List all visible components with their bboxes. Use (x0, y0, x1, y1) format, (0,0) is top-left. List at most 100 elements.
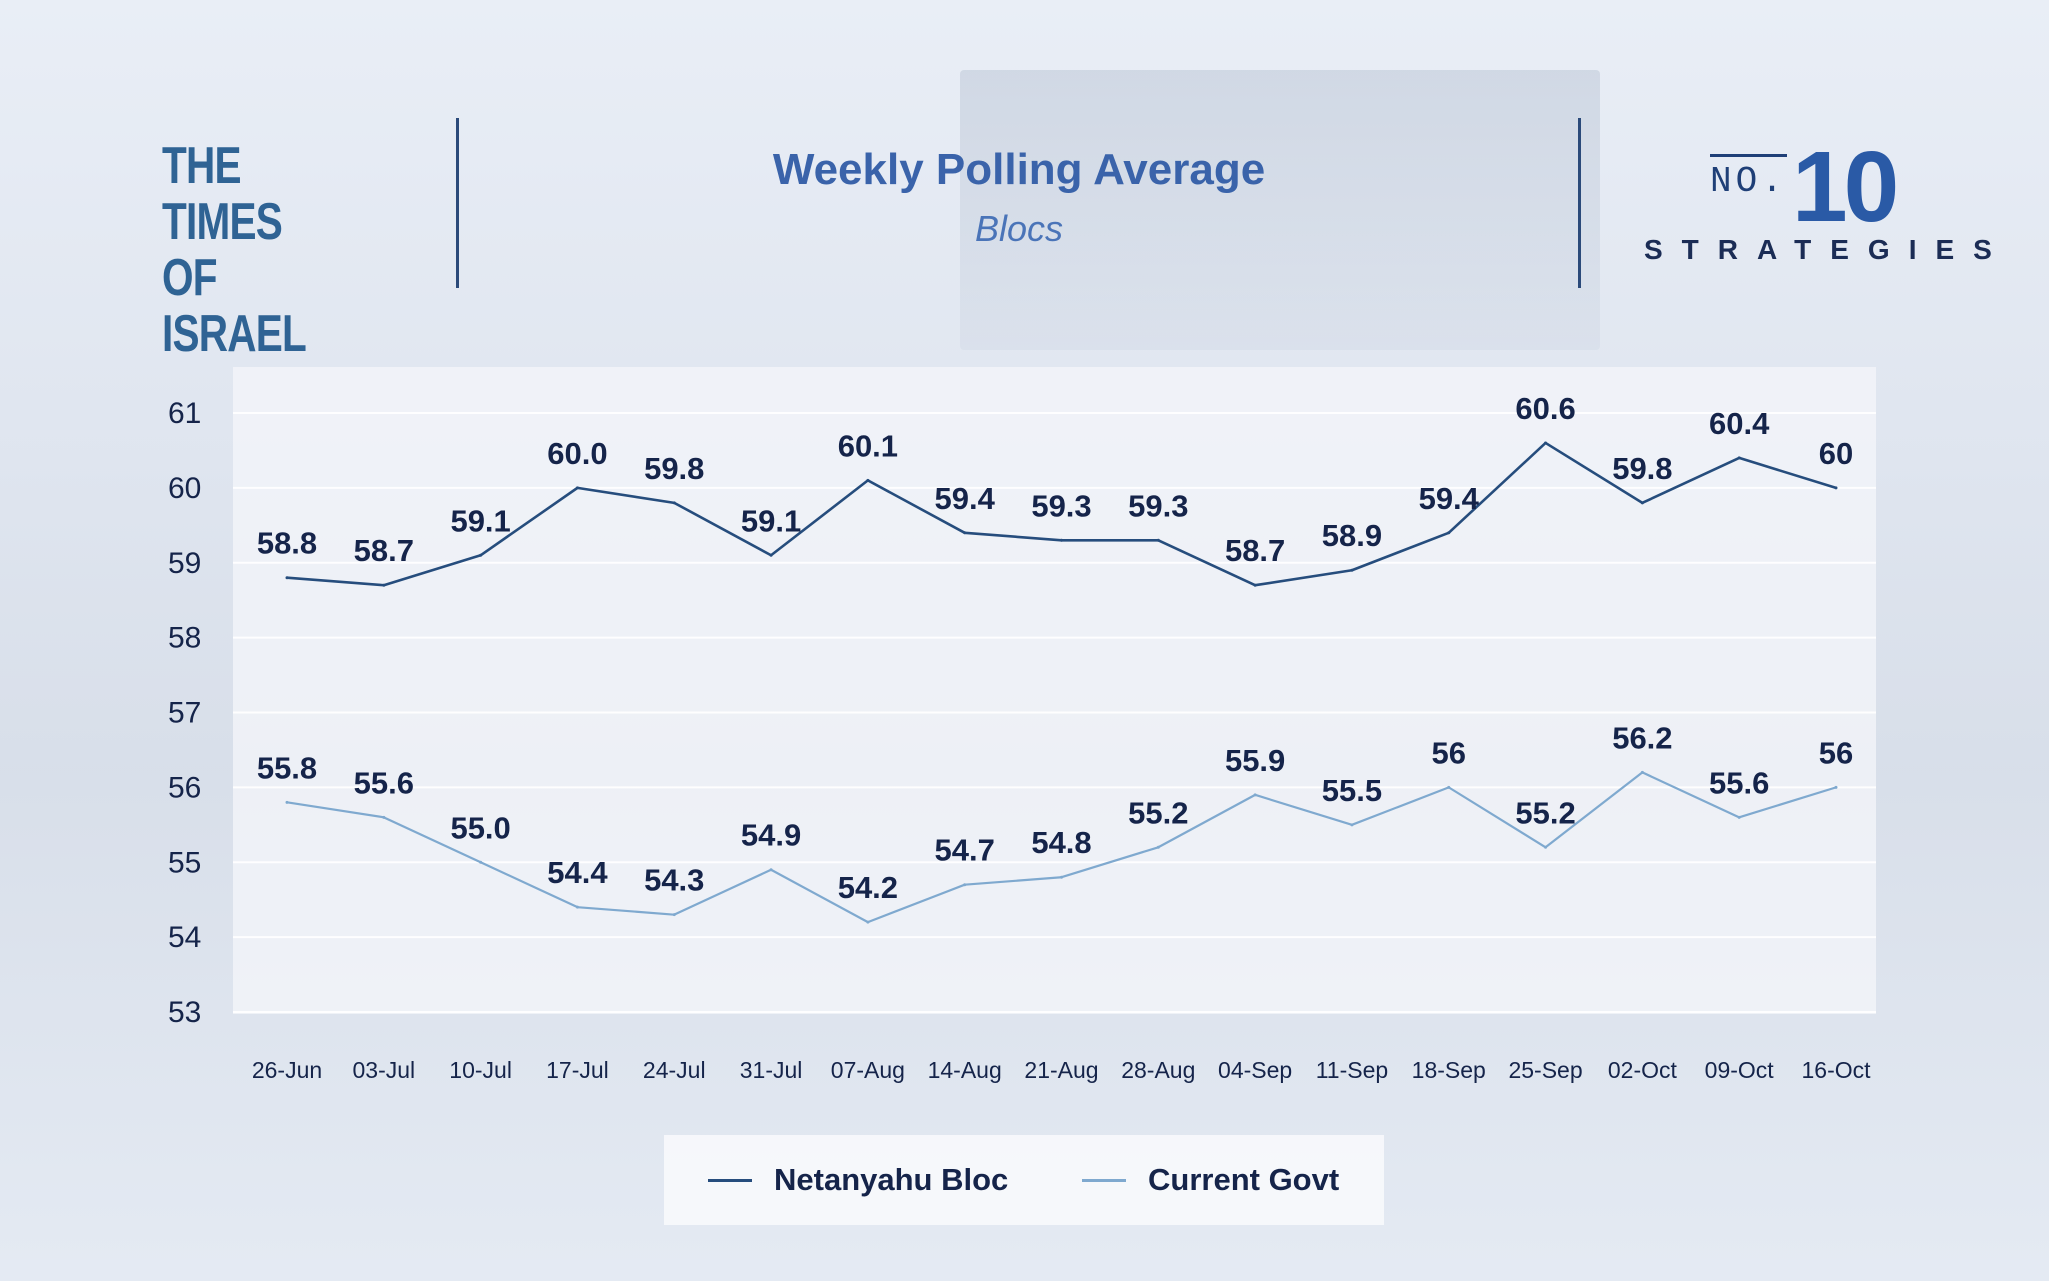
x-tick-label: 03-Jul (352, 1057, 415, 1083)
legend-item-govt: Current Govt (1082, 1135, 1339, 1225)
data-point-netanyahu (672, 501, 676, 505)
y-tick-label: 57 (168, 697, 201, 730)
chart-legend: Netanyahu Bloc Current Govt (664, 1135, 1384, 1225)
data-label-govt: 55.6 (354, 765, 414, 800)
data-point-govt (672, 913, 676, 917)
data-point-govt (1544, 845, 1548, 849)
data-label-netanyahu: 59.1 (741, 503, 801, 538)
data-label-netanyahu: 60.1 (838, 428, 898, 463)
data-point-netanyahu (1834, 486, 1838, 490)
x-tick-label: 16-Oct (1801, 1057, 1871, 1083)
data-label-netanyahu: 58.8 (257, 526, 317, 561)
data-label-govt: 54.9 (741, 818, 801, 853)
background-photo (960, 70, 1600, 350)
legend-label-govt: Current Govt (1148, 1162, 1340, 1197)
logo-number: 10 (1792, 131, 1899, 243)
data-point-govt (1737, 815, 1741, 819)
data-label-govt: 55.9 (1225, 743, 1285, 778)
header-divider-right (1578, 118, 1581, 288)
x-tick-label: 10-Jul (449, 1057, 512, 1083)
data-point-govt (769, 868, 773, 872)
data-label-govt: 55.2 (1128, 795, 1188, 830)
data-point-netanyahu (575, 486, 579, 490)
data-point-netanyahu (1544, 441, 1548, 445)
header-divider-left (456, 118, 459, 288)
y-tick-label: 55 (168, 846, 201, 879)
data-point-govt (1253, 793, 1257, 797)
x-tick-label: 24-Jul (643, 1057, 706, 1083)
logo-line-2: OF ISRAEL (162, 249, 307, 363)
data-label-netanyahu: 59.3 (1031, 488, 1091, 523)
data-label-govt: 54.4 (547, 855, 608, 890)
data-point-govt (285, 800, 289, 804)
data-label-govt: 54.7 (935, 833, 995, 868)
times-of-israel-logo: THE TIMES OF ISRAEL (162, 138, 365, 362)
data-point-netanyahu (382, 583, 386, 587)
data-label-netanyahu: 59.3 (1128, 488, 1188, 523)
x-tick-label: 17-Jul (546, 1057, 609, 1083)
data-point-netanyahu (769, 553, 773, 557)
data-point-netanyahu (285, 576, 289, 580)
y-tick-label: 58 (168, 622, 201, 655)
y-tick-label: 60 (168, 472, 201, 505)
y-tick-label: 59 (168, 547, 201, 580)
data-point-netanyahu (479, 553, 483, 557)
x-tick-label: 09-Oct (1705, 1057, 1775, 1083)
data-label-govt: 54.8 (1031, 825, 1091, 860)
data-point-govt (1156, 845, 1160, 849)
data-label-govt: 56 (1819, 735, 1853, 770)
data-label-netanyahu: 60.0 (547, 436, 607, 471)
data-point-netanyahu (1447, 531, 1451, 535)
data-label-netanyahu: 58.9 (1322, 518, 1382, 553)
data-label-govt: 54.3 (644, 863, 704, 898)
legend-item-netanyahu: Netanyahu Bloc (708, 1135, 1008, 1225)
data-label-govt: 55.8 (257, 750, 317, 785)
data-label-netanyahu: 60 (1819, 436, 1853, 471)
x-tick-label: 02-Oct (1608, 1057, 1678, 1083)
data-label-netanyahu: 59.1 (450, 503, 510, 538)
data-label-govt: 55.0 (450, 810, 510, 845)
data-label-netanyahu: 58.7 (354, 533, 414, 568)
data-label-netanyahu: 59.8 (644, 451, 704, 486)
x-tick-label: 26-Jun (252, 1057, 322, 1083)
data-point-netanyahu (1060, 538, 1063, 542)
y-tick-label: 56 (168, 771, 201, 804)
x-tick-label: 21-Aug (1024, 1057, 1098, 1083)
data-label-netanyahu: 59.8 (1612, 451, 1672, 486)
x-tick-label: 28-Aug (1121, 1057, 1195, 1083)
data-point-govt (1640, 770, 1644, 774)
data-point-netanyahu (1350, 568, 1354, 572)
chart-subtitle: Blocs (974, 208, 1064, 249)
data-point-govt (1834, 785, 1838, 789)
data-point-govt (575, 905, 579, 909)
data-label-govt: 55.2 (1515, 795, 1575, 830)
data-label-govt: 54.2 (838, 870, 898, 905)
x-tick-label: 07-Aug (831, 1057, 905, 1083)
no10-strategies-logo: NO. 10 STRATEGIES (1640, 131, 2000, 270)
x-tick-label: 18-Sep (1412, 1057, 1486, 1083)
data-label-netanyahu: 60.4 (1709, 406, 1770, 441)
data-label-govt: 56 (1432, 735, 1466, 770)
y-tick-label: 61 (168, 397, 201, 430)
x-tick-label: 25-Sep (1508, 1057, 1582, 1083)
data-point-govt (1447, 785, 1451, 789)
legend-swatch-govt (1082, 1178, 1126, 1182)
data-label-govt: 55.5 (1322, 773, 1382, 808)
data-point-govt (963, 883, 967, 887)
data-point-netanyahu (866, 478, 870, 482)
chart-title: Weekly Polling Average (772, 145, 1266, 194)
data-point-netanyahu (1253, 583, 1257, 587)
data-label-govt: 56.2 (1612, 720, 1672, 755)
data-point-govt (382, 815, 386, 819)
data-point-govt (1350, 823, 1354, 827)
data-label-netanyahu: 58.7 (1225, 533, 1285, 568)
data-point-netanyahu (1640, 501, 1644, 505)
x-tick-label: 04-Sep (1218, 1057, 1292, 1083)
data-point-govt (1060, 875, 1063, 879)
data-label-netanyahu: 59.4 (935, 481, 996, 516)
x-tick-label: 14-Aug (928, 1057, 1002, 1083)
data-label-netanyahu: 59.4 (1419, 481, 1480, 516)
legend-swatch-netanyahu (708, 1178, 752, 1182)
plot-panel (233, 367, 1876, 1014)
